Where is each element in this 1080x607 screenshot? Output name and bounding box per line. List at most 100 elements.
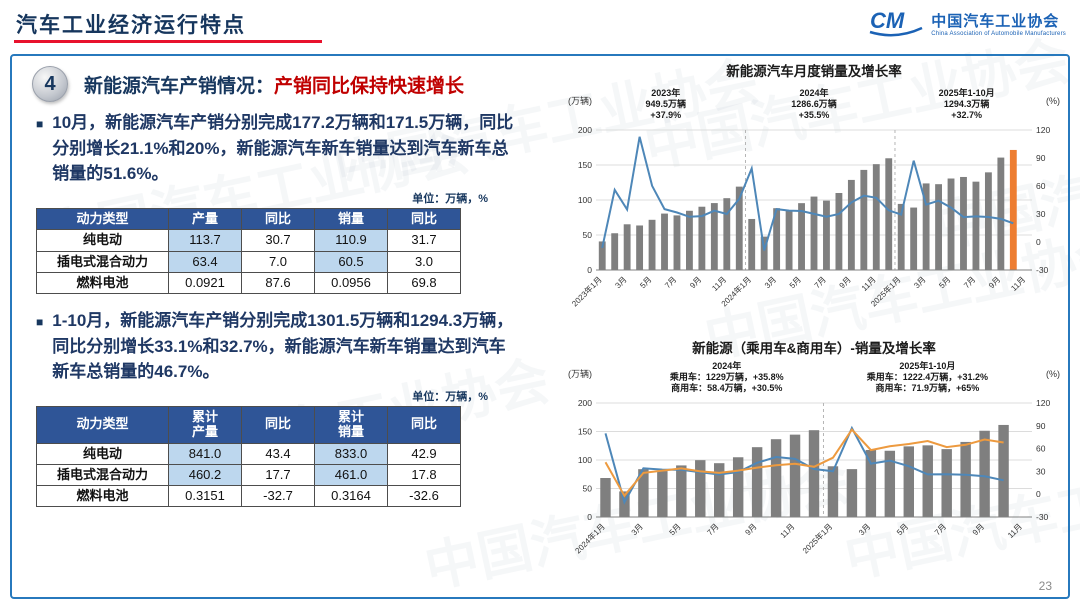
x-tick-label: 5月 xyxy=(638,275,653,290)
chart-annotation: +32.7% xyxy=(951,110,982,120)
table-row: 纯电动 841.0 43.4 833.0 42.9 xyxy=(36,442,461,465)
sales-bar xyxy=(935,184,942,270)
chart-annotation: 商用车：58.4万辆，+30.5% xyxy=(671,382,782,393)
power-type-table: 动力类型 产量 同比 销量 同比 纯电动 113.7 30.7 110.9 31.7 插电式混合动力… xyxy=(36,207,461,295)
chart-annotation: 2025年1-10月 xyxy=(939,87,995,98)
x-tick-label: 3月 xyxy=(912,275,927,290)
sales-bar xyxy=(872,164,880,270)
column-header: 同比 xyxy=(241,405,315,444)
right-tick-label: 60 xyxy=(1036,444,1046,454)
sales-bar xyxy=(619,491,630,517)
section-number-badge: 4 xyxy=(32,66,68,102)
left-tick-label: 50 xyxy=(583,230,593,240)
cell-value: 841.0 xyxy=(168,442,242,465)
yoy-growth-line xyxy=(601,136,1014,251)
caam-logo: CM 中国汽车工业协会 China Association of Automob… xyxy=(868,6,1066,40)
cell-value: 43.4 xyxy=(241,442,315,465)
chart-annotation: 乘用车：1222.4万辆，+31.2% xyxy=(866,371,988,382)
table-header-row: 动力类型 产量 同比 销量 同比 xyxy=(36,207,461,231)
sales-bar xyxy=(798,203,805,270)
page-number: 23 xyxy=(1038,579,1052,593)
section-header: 4 新能源汽车产销情况：产销同比保持快速增长 xyxy=(32,66,562,102)
x-tick-label: 9月 xyxy=(971,522,986,537)
sales-bar xyxy=(600,478,611,517)
x-tick-label: 7月 xyxy=(813,275,828,290)
logo-mark-text: CM xyxy=(870,8,905,33)
page-title: 汽车工业经济运行特点 xyxy=(16,14,246,37)
cell-value: 0.0921 xyxy=(168,271,242,295)
left-tick-label: 200 xyxy=(578,125,592,135)
table-row: 燃料电池 0.0921 87.6 0.0956 69.8 xyxy=(36,271,461,295)
sales-bar xyxy=(960,441,971,517)
sales-bar xyxy=(997,157,1005,270)
cell-value: 17.7 xyxy=(241,463,315,487)
sales-bar xyxy=(676,465,687,517)
x-tick-label: 3月 xyxy=(763,275,778,290)
x-tick-label: 5月 xyxy=(937,275,952,290)
left-column: 4 新能源汽车产销情况：产销同比保持快速增长 ■ 10月，新能源汽车产销分别完成… xyxy=(28,62,562,508)
sales-bar xyxy=(910,207,918,270)
column-header: 同比 xyxy=(241,207,315,231)
sales-bar xyxy=(598,241,606,270)
sales-bar xyxy=(984,172,992,270)
left-tick-label: 0 xyxy=(587,512,592,522)
sales-bar xyxy=(657,471,668,517)
cell-value: 110.9 xyxy=(314,229,388,252)
sales-bar xyxy=(947,178,955,270)
cell-value: 461.0 xyxy=(314,463,388,487)
x-tick-label: 3月 xyxy=(857,522,872,537)
cell-value: 3.0 xyxy=(387,250,461,273)
sales-bar xyxy=(723,198,731,270)
right-axis-unit: (%) xyxy=(1046,369,1060,379)
monthly-table-holder: 动力类型 产量 同比 销量 同比 纯电动 113.7 30.7 110.9 31.7 插电式混合动力… xyxy=(28,207,562,295)
cell-value: 42.9 xyxy=(387,442,461,465)
column-header: 同比 xyxy=(387,405,461,444)
sales-bar xyxy=(636,225,644,270)
sales-bar xyxy=(865,449,877,517)
right-tick-label: 60 xyxy=(1036,181,1046,191)
sales-bar xyxy=(846,469,858,517)
bullet-square-icon: ■ xyxy=(36,117,44,131)
x-tick-label: 7月 xyxy=(705,522,720,537)
sales-bar xyxy=(922,445,933,517)
pc-cv-sales-chart-svg: 新能源（乘用车&商用车）-销量及增长率 (万辆) (%) 0 50 100 150 200 -3… xyxy=(568,340,1060,555)
chart-annotation: +37.9% xyxy=(650,110,681,120)
bullet-ytd-text: 1-10月，新能源汽车产销分别完成1301.5万辆和1294.3万辆，同比分别增… xyxy=(52,311,514,382)
monthly-sales-chart-svg: 新能源汽车月度销量及增长率 (万辆) (%) 0 50 100 150 200 -30 0 30 60… xyxy=(568,63,1060,308)
left-axis-unit: (万辆) xyxy=(568,95,592,106)
cell-value: 87.6 xyxy=(241,271,315,295)
caam-logo-icon: CM xyxy=(869,8,923,37)
column-header: 动力类型 xyxy=(36,405,169,444)
x-tick-label: 5月 xyxy=(788,275,803,290)
x-tick-label: 7月 xyxy=(933,522,948,537)
sales-bar xyxy=(770,439,782,517)
logo-name-en: China Association of Automobile Manufact… xyxy=(931,30,1066,37)
left-tick-label: 150 xyxy=(578,160,592,170)
column-header: 累计 销量 xyxy=(314,405,388,444)
chart-title: 新能源（乘用车&商用车）-销量及增长率 xyxy=(692,340,936,356)
column-header: 销量 xyxy=(314,207,388,231)
chart-annotation: 949.5万辆 xyxy=(645,98,686,109)
table-row: 燃料电池 0.3151 -32.7 0.3164 -32.6 xyxy=(36,485,461,508)
x-tick-label: 11月 xyxy=(860,275,878,293)
chart-title: 新能源汽车月度销量及增长率 xyxy=(726,63,902,79)
x-tick-label: 11月 xyxy=(1009,275,1027,293)
x-tick-label: 11月 xyxy=(779,522,797,540)
sales-bar xyxy=(735,186,743,270)
right-tick-label: -30 xyxy=(1036,265,1049,275)
sales-bar xyxy=(773,208,781,270)
sales-bar xyxy=(760,236,768,270)
x-tick-label: 5月 xyxy=(895,522,910,537)
pc-cv-sales-chart: 新能源（乘用车&商用车）-销量及增长率 (万辆) (%) 0 50 100 150 200 -3… xyxy=(564,337,1064,582)
cell-value: -32.6 xyxy=(387,485,461,508)
bullet-ytd: ■ 1-10月，新能源汽车产销分别完成1301.5万辆和1294.3万辆，同比分… xyxy=(36,308,522,385)
chart-annotation: 1294.3万辆 xyxy=(944,98,990,109)
x-tick-label: 5月 xyxy=(668,522,683,537)
sales-bar xyxy=(638,469,649,517)
left-tick-label: 50 xyxy=(583,484,593,494)
cell-value: 7.0 xyxy=(241,250,315,273)
sales-bar xyxy=(860,169,868,270)
column-header: 动力类型 xyxy=(36,207,169,231)
unit-label-2: 单位：万辆，% xyxy=(412,390,488,403)
